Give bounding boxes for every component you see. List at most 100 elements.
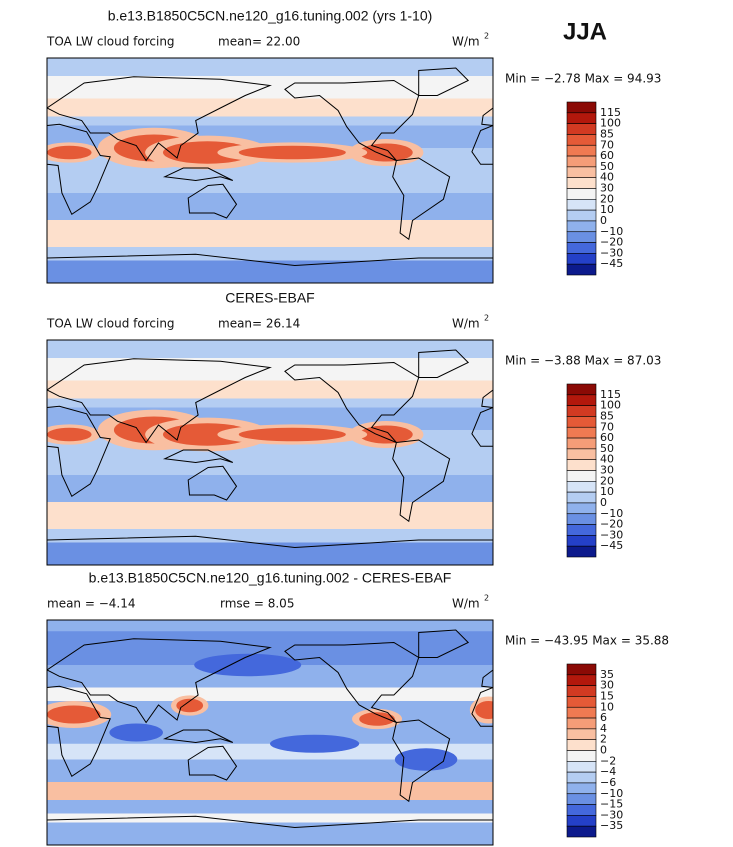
colorbar-box xyxy=(566,177,597,189)
blob xyxy=(359,425,413,444)
colorbar-label: 35 xyxy=(600,668,614,681)
band xyxy=(47,813,493,823)
map-field xyxy=(47,620,493,845)
coastline xyxy=(284,361,420,443)
panel-title: b.e13.B1850C5CN.ne120_g16.tuning.002 (yr… xyxy=(108,8,433,24)
colorbar-label: −45 xyxy=(600,257,623,270)
colorbar-box xyxy=(566,242,597,254)
units: W/m xyxy=(452,597,480,611)
panel-title: b.e13.B1850C5CN.ne120_g16.tuning.002 - C… xyxy=(89,570,452,586)
colorbar-box xyxy=(566,804,597,816)
coastline xyxy=(481,669,493,689)
field-label: TOA LW cloud forcing xyxy=(46,35,175,49)
band xyxy=(47,502,493,529)
colorbar-label: 20 xyxy=(600,192,614,205)
colorbar-label: 20 xyxy=(600,474,614,487)
coastline xyxy=(187,183,238,219)
blob xyxy=(47,145,92,160)
stat: rmse = 8.05 xyxy=(220,597,294,611)
colorbar-label: 2 xyxy=(600,733,607,746)
colorbar-label: 115 xyxy=(600,388,621,401)
colorbar-box xyxy=(566,209,597,222)
colorbar-label: 6 xyxy=(600,711,607,724)
coastline xyxy=(162,449,234,464)
band xyxy=(47,98,493,117)
colorbar-box xyxy=(566,761,597,773)
coastline xyxy=(418,629,470,658)
units-exp: 2 xyxy=(484,314,489,323)
colorbar-label: −10 xyxy=(600,225,623,238)
coastline xyxy=(471,406,493,447)
colorbar-box xyxy=(566,448,597,460)
colorbar-box xyxy=(566,470,597,482)
colorbar-box xyxy=(566,524,597,536)
colorbar-label: −2 xyxy=(600,754,616,767)
colorbar-box xyxy=(566,771,597,784)
band xyxy=(47,782,493,800)
colorbar-box xyxy=(566,426,597,439)
colorbar-box xyxy=(566,134,597,146)
coastline xyxy=(418,349,470,378)
range: Min = −2.78 Max = 94.93 xyxy=(505,72,661,86)
units-exp: 2 xyxy=(484,32,489,41)
colorbar-label: 70 xyxy=(600,420,614,433)
blob xyxy=(238,427,346,442)
colorbar-label: 30 xyxy=(600,464,614,477)
coastline xyxy=(47,638,272,724)
colorbar-label: 40 xyxy=(600,453,614,466)
colorbar-label: 10 xyxy=(600,700,614,713)
map xyxy=(46,619,494,846)
colorbar-label: 70 xyxy=(600,138,614,151)
colorbar-label: 4 xyxy=(600,722,607,735)
coastline xyxy=(47,253,493,267)
blob xyxy=(394,748,458,771)
coastline xyxy=(481,107,493,127)
colorbar-box xyxy=(566,263,597,276)
colorbar-label: 30 xyxy=(600,182,614,195)
colorbar-label: −10 xyxy=(600,787,623,800)
colorbar-label: −45 xyxy=(600,539,623,552)
colorbar-box xyxy=(566,750,597,762)
colorbar-label: 115 xyxy=(600,106,621,119)
colorbar-box xyxy=(566,101,597,114)
colorbar-label: 0 xyxy=(600,214,607,227)
coastline xyxy=(162,729,234,744)
map-frame xyxy=(46,619,494,846)
coastline xyxy=(187,465,238,501)
blob xyxy=(238,145,346,160)
colorbar-label: 40 xyxy=(600,171,614,184)
band xyxy=(47,260,493,283)
coastline xyxy=(392,719,451,803)
colorbar-box xyxy=(566,144,597,157)
stat: mean = −4.14 xyxy=(47,597,136,611)
colorbar-box xyxy=(566,459,597,471)
blob xyxy=(194,653,302,677)
colorbar-label: −35 xyxy=(600,819,623,832)
colorbar-box xyxy=(566,663,597,676)
colorbar-box xyxy=(566,394,597,406)
blob xyxy=(359,712,395,726)
blob xyxy=(359,143,413,162)
stat: mean= 22.00 xyxy=(218,35,300,49)
units: W/m xyxy=(452,317,480,331)
colorbar-label: −20 xyxy=(600,518,623,531)
colorbar-box xyxy=(566,513,597,525)
blob xyxy=(47,705,101,724)
colorbar-box xyxy=(566,706,597,719)
coastline xyxy=(481,389,493,409)
colorbar-box xyxy=(566,220,597,233)
colorbar-label: −30 xyxy=(600,528,623,541)
colorbar-label: 85 xyxy=(600,409,614,422)
coastline xyxy=(47,685,111,778)
colorbar-label: 10 xyxy=(600,485,614,498)
colorbar-box xyxy=(566,674,597,686)
colorbar-box xyxy=(566,793,597,805)
stat: mean= 26.14 xyxy=(218,317,300,331)
colorbar-label: 30 xyxy=(600,679,614,692)
colorbar-box xyxy=(566,112,597,124)
colorbar-box xyxy=(566,815,597,827)
band xyxy=(47,743,493,760)
season: JJA xyxy=(563,18,607,45)
colorbar-label: 100 xyxy=(600,117,621,130)
